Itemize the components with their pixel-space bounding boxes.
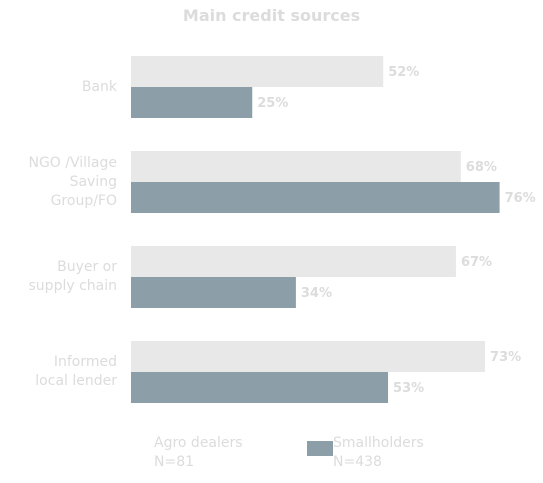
category-label: NGO /Village Saving Group/FO [28,154,117,209]
legend-n: N=81 [154,454,195,470]
value-label: 73% [490,350,521,365]
category-label: Bank [81,78,117,95]
legend-swatch [126,441,152,456]
value-label: 52% [388,65,419,80]
value-label: 76% [505,191,536,206]
legend-label: Agro dealers [154,435,243,451]
bar [131,56,384,87]
legend-swatch [307,441,333,456]
bar [131,87,253,118]
bar [131,151,461,182]
value-label: 53% [393,381,424,396]
bar [131,182,500,213]
bar [131,277,296,308]
chart-title: Main credit sources [182,6,361,25]
value-label: 25% [257,96,288,111]
bar [131,372,389,403]
legend-n: N=438 [333,454,382,470]
category-label: Informed local lender [35,354,117,389]
category-label: Buyer or supply chain [28,259,117,294]
legend-label: Smallholders [333,435,424,451]
value-label: 67% [461,255,492,270]
value-label: 68% [466,160,497,175]
bar [131,246,456,277]
bar [131,341,486,372]
value-label: 34% [301,286,332,301]
